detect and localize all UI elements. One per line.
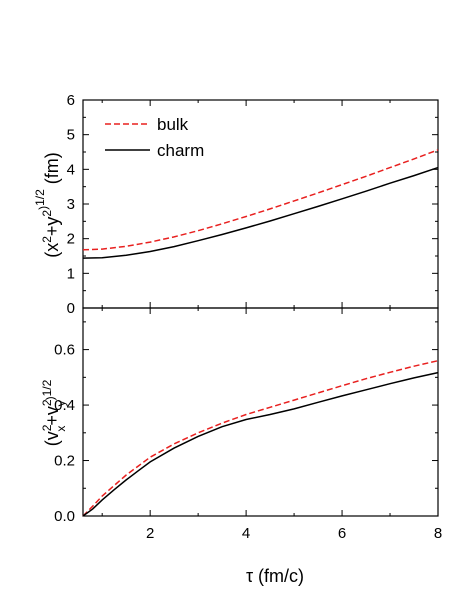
x-tick-label: 4 xyxy=(242,525,250,542)
y-tick-label: 6 xyxy=(67,92,75,109)
series-line-bulk-bottom xyxy=(82,359,439,517)
y-tick-label: 3 xyxy=(67,196,75,213)
legend-label-bulk: bulk xyxy=(157,115,189,134)
y-tick-label: 1 xyxy=(67,265,75,282)
bottom-ylabel: (v2x+v2y)1/2 xyxy=(40,379,68,446)
top-panel: 0 1 2 3 4 5 6 bulk charm xyxy=(67,92,439,317)
y-tick-label: 0.4 xyxy=(54,397,75,414)
y-tick-label: 2 xyxy=(67,231,75,248)
y-tick-label: 0.0 xyxy=(54,508,75,525)
series-line-charm-top xyxy=(82,166,439,259)
y-tick-label: 5 xyxy=(67,127,75,144)
y-tick-label: 0.6 xyxy=(54,342,75,359)
series-line-bulk-top xyxy=(82,149,439,251)
x-tick-label: 2 xyxy=(146,525,154,542)
x-tick-label: 8 xyxy=(434,525,442,542)
y-tick-label: 0.2 xyxy=(54,453,75,470)
plot-frame xyxy=(82,99,439,309)
y-tick-label: 4 xyxy=(67,161,75,178)
top-ylabel: (x2+y2)1/2 (fm) xyxy=(33,152,62,258)
series-line-charm-bottom xyxy=(82,371,439,517)
legend-label-charm: charm xyxy=(157,141,204,160)
x-tick-label: 6 xyxy=(338,525,346,542)
xlabel: τ (fm/c) xyxy=(246,566,304,586)
y-tick-label: 0 xyxy=(67,300,75,317)
bottom-panel: 0.0 0.2 0.4 0.6 2 4 6 8 xyxy=(54,307,442,542)
plot-frame xyxy=(82,307,439,517)
